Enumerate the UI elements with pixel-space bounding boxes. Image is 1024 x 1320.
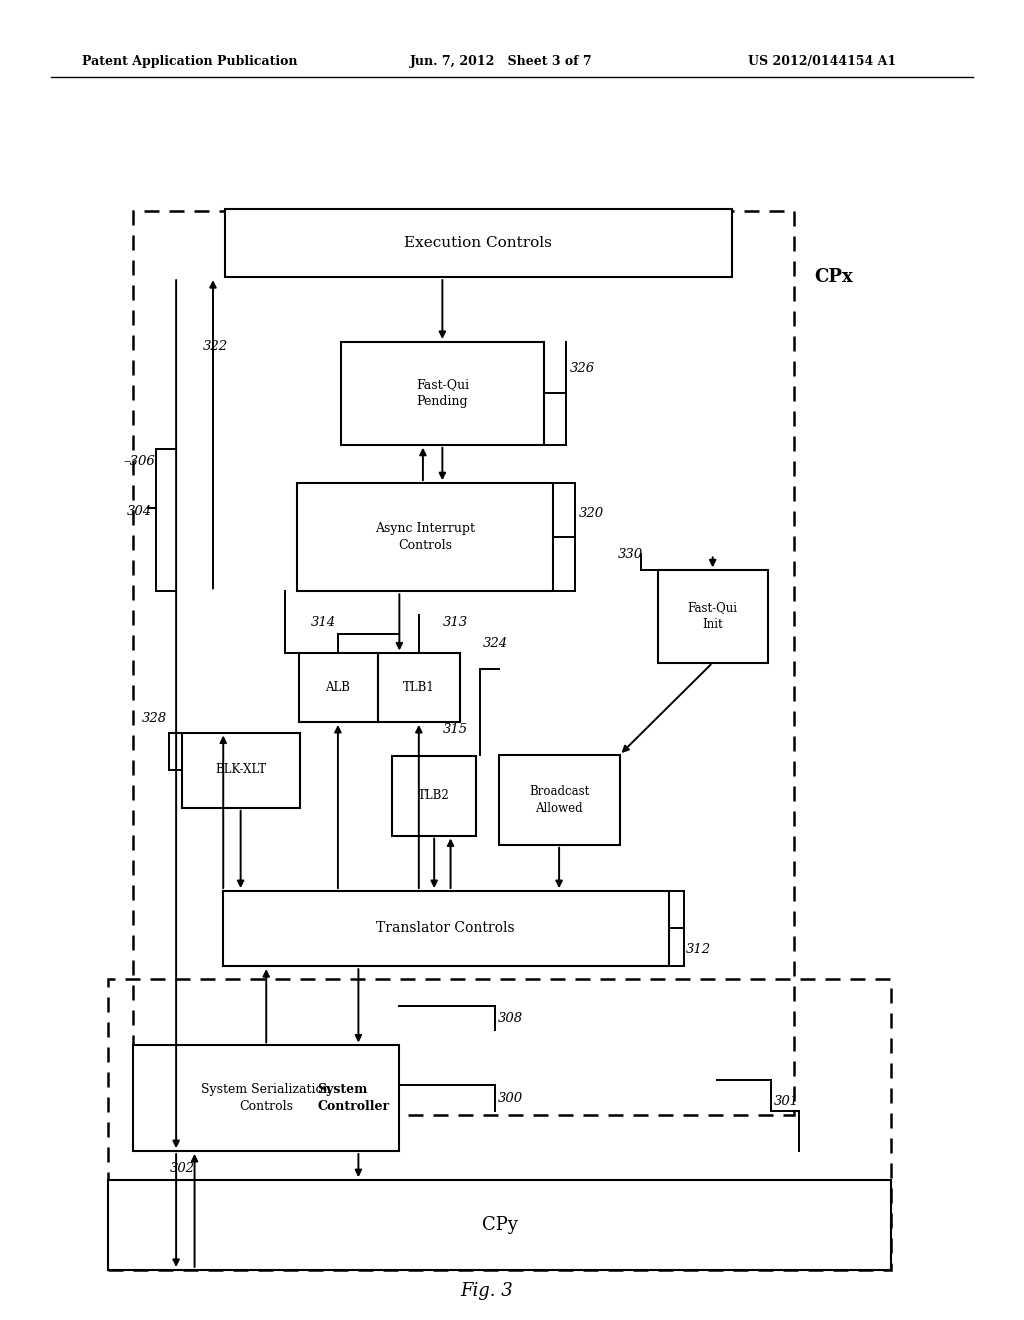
Text: Execution Controls: Execution Controls [404, 236, 552, 249]
Bar [341, 342, 544, 445]
Text: BLK-XLT: BLK-XLT [215, 763, 266, 776]
Text: 308: 308 [498, 1011, 523, 1024]
Text: –306: –306 [124, 454, 156, 467]
Text: Fast-Qui
Init: Fast-Qui Init [688, 602, 737, 631]
Bar [378, 653, 460, 722]
Text: CPx: CPx [814, 268, 853, 286]
Text: ALB: ALB [326, 681, 350, 694]
Bar [108, 1180, 891, 1270]
Text: 315: 315 [442, 722, 468, 735]
Text: 313: 313 [442, 615, 468, 628]
Text: TLB1: TLB1 [402, 681, 435, 694]
Text: 330: 330 [617, 548, 643, 561]
Text: Jun. 7, 2012   Sheet 3 of 7: Jun. 7, 2012 Sheet 3 of 7 [410, 55, 592, 69]
Text: Fast-Qui
Pending: Fast-Qui Pending [416, 379, 469, 408]
Text: Broadcast
Allowed: Broadcast Allowed [529, 785, 589, 814]
Text: 328: 328 [141, 711, 167, 725]
Bar [133, 1045, 399, 1151]
Text: 326: 326 [569, 362, 595, 375]
Text: CPy: CPy [481, 1216, 518, 1234]
Text: Fig. 3: Fig. 3 [460, 1282, 513, 1300]
Text: 312: 312 [686, 942, 712, 956]
Text: System
Controller: System Controller [317, 1084, 389, 1113]
Text: Patent Application Publication: Patent Application Publication [82, 55, 297, 69]
Text: 304: 304 [126, 504, 152, 517]
Bar [108, 979, 891, 1270]
Text: 322: 322 [203, 339, 227, 352]
Text: System Serialization
Controls: System Serialization Controls [202, 1084, 331, 1113]
Bar [223, 891, 669, 966]
Text: 301: 301 [774, 1094, 800, 1107]
Text: 320: 320 [579, 507, 604, 520]
Text: 314: 314 [310, 615, 336, 628]
Text: TLB2: TLB2 [418, 789, 451, 803]
Bar [297, 483, 553, 591]
Text: Translator Controls: Translator Controls [376, 921, 515, 935]
Text: 324: 324 [483, 636, 509, 649]
Bar [182, 733, 300, 808]
Bar [299, 653, 378, 722]
Text: Async Interrupt
Controls: Async Interrupt Controls [375, 523, 475, 552]
Text: US 2012/0144154 A1: US 2012/0144154 A1 [748, 55, 896, 69]
Bar [658, 570, 768, 663]
Bar [225, 209, 732, 277]
Bar [133, 211, 794, 1115]
Text: 302: 302 [170, 1162, 195, 1175]
Bar [499, 755, 620, 845]
Text: 300: 300 [498, 1092, 523, 1105]
Bar [392, 756, 476, 836]
